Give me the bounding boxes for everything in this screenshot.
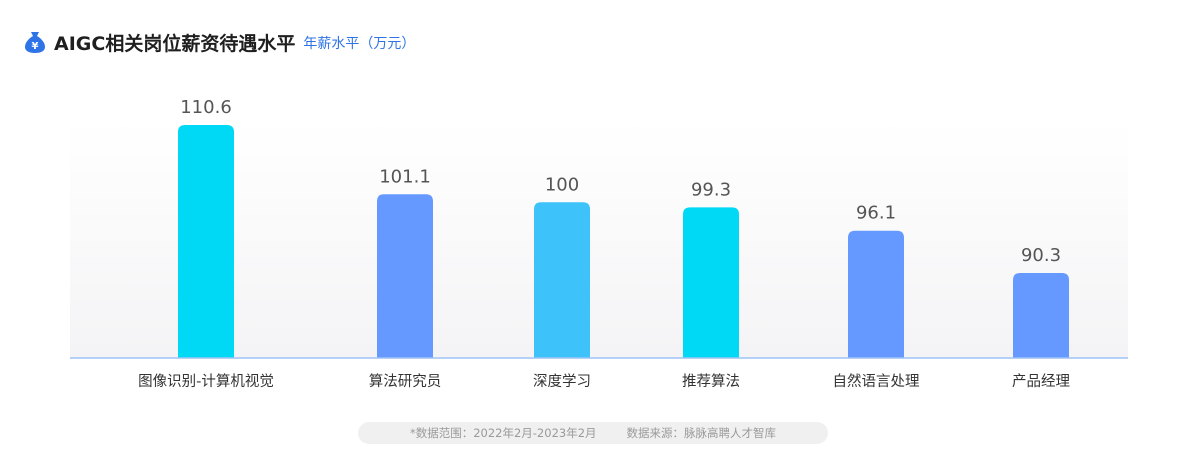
bar [1013,273,1069,358]
category-label: 算法研究员 [369,373,442,390]
bar-value-label: 90.3 [1021,245,1061,266]
bar-value-label: 96.1 [856,203,896,224]
bar [848,230,904,358]
money-bag-icon: ¥ [25,32,45,53]
bar [534,202,590,358]
category-label: 图像识别-计算机视觉 [138,373,274,390]
bar-value-label: 100 [545,174,579,195]
bar [178,125,234,358]
category-label: 深度学习 [533,373,591,390]
data-range-note: *数据范围：2022年2月-2023年2月 [409,426,597,440]
category-label: 自然语言处理 [833,373,920,390]
chart-footer: *数据范围：2022年2月-2023年2月 数据来源：脉脉高聘人才智库 [358,422,828,444]
bar [683,207,739,358]
data-source-note: 数据来源：脉脉高聘人才智库 [626,426,777,440]
bar-value-label: 101.1 [379,166,431,187]
bar-value-label: 99.3 [691,179,731,200]
chart-title: AIGC相关岗位薪资待遇水平 [54,32,296,55]
chart-subtitle: 年薪水平（万元） [303,36,416,52]
plot-background [70,120,1128,358]
category-label: 产品经理 [1012,373,1070,390]
category-label: 推荐算法 [682,373,740,390]
bar-value-label: 110.6 [180,97,232,118]
bar [377,194,433,358]
svg-text:¥: ¥ [32,41,39,52]
chart-header: ¥ AIGC相关岗位薪资待遇水平 年薪水平（万元） [24,28,415,56]
